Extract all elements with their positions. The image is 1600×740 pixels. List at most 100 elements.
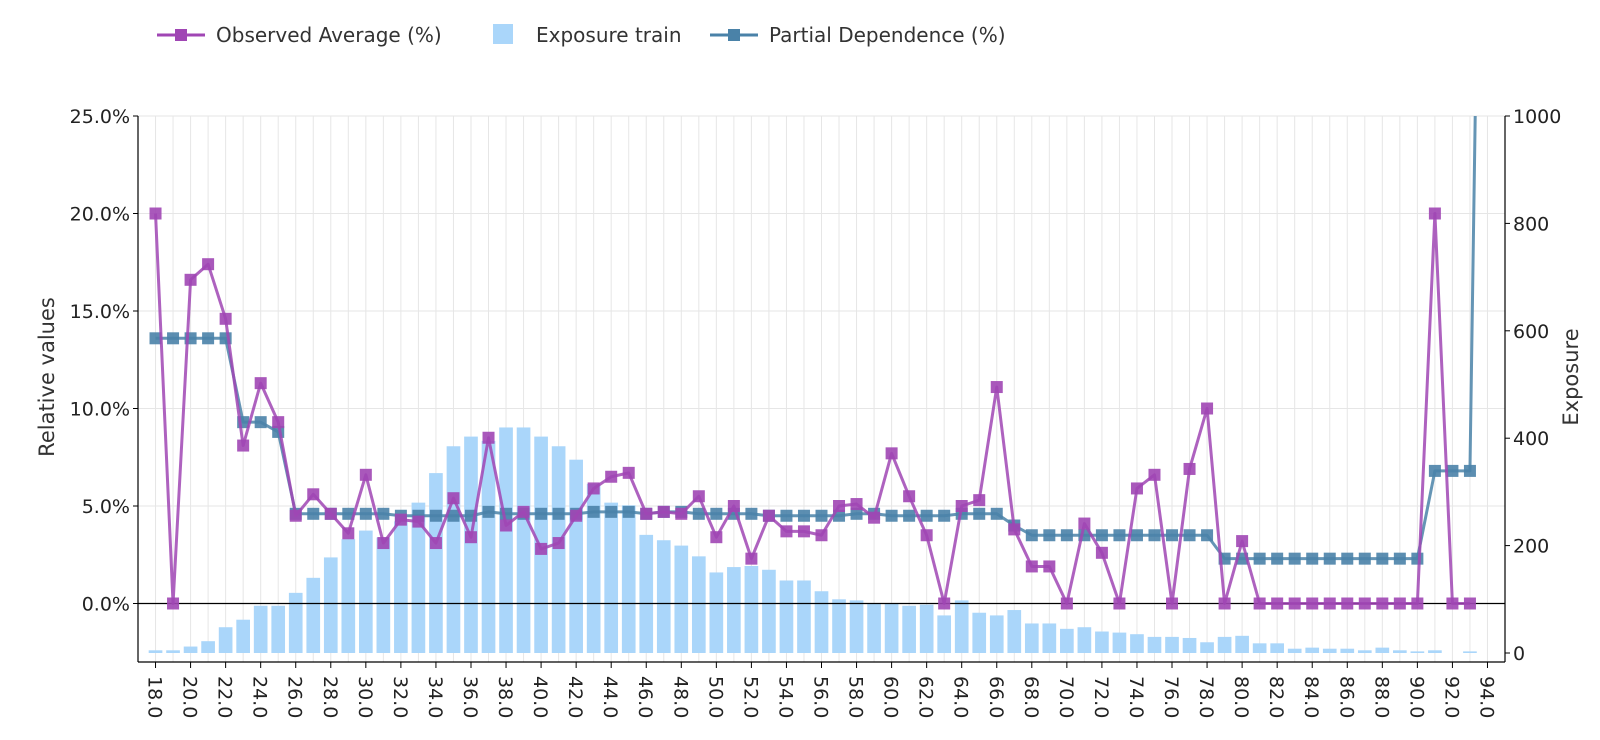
exposure-bar	[867, 603, 881, 653]
partial-dependence-marker	[359, 507, 372, 520]
observed-average-marker	[955, 500, 968, 512]
exposure-bar	[989, 615, 1004, 653]
exposure-bar	[937, 615, 952, 653]
legend[interactable]: Observed Average (%) Exposure train Part…	[157, 23, 1006, 47]
exposure-bars	[148, 427, 1477, 653]
x-tick-label: 52.0	[739, 676, 761, 718]
exposure-bar	[1287, 648, 1302, 653]
observed-average-marker	[1411, 597, 1424, 610]
observed-average-marker	[692, 490, 705, 503]
exposure-bar	[762, 569, 776, 653]
x-tick-label: 18.0	[144, 676, 166, 718]
partial-dependence-marker	[535, 507, 548, 520]
exposure-bar	[464, 436, 478, 653]
observed-average-marker	[482, 431, 495, 444]
observed-average-marker	[657, 505, 670, 518]
x-tick-label: 90.0	[1405, 676, 1427, 718]
x-tick-label: 56.0	[810, 676, 832, 718]
observed-average-marker	[324, 507, 337, 520]
exposure-bar	[1252, 643, 1267, 653]
observed-average-marker	[1446, 597, 1459, 610]
observed-average-marker	[202, 258, 215, 271]
exposure-bar	[271, 605, 286, 653]
x-tick-label: 68.0	[1020, 676, 1042, 718]
observed-average-marker	[797, 525, 810, 538]
partial-dependence-marker	[1428, 464, 1441, 477]
partial-dependence-marker	[1253, 552, 1266, 565]
observed-average-marker	[289, 509, 302, 522]
partial-dependence-marker	[1306, 552, 1319, 565]
exposure-bar	[1060, 628, 1074, 653]
partial-dependence-marker	[342, 507, 355, 520]
legend-exposure-swatch	[493, 24, 513, 44]
observed-average-marker	[1218, 597, 1231, 610]
observed-average-marker	[780, 525, 793, 538]
partial-dependence-marker	[1025, 529, 1038, 542]
legend-observed-marker	[175, 29, 187, 41]
observed-average-marker	[1060, 597, 1073, 610]
observed-average-marker	[1271, 597, 1284, 610]
x-tick-label: 86.0	[1335, 676, 1357, 718]
exposure-bar	[1322, 648, 1337, 653]
x-tick-label: 82.0	[1265, 676, 1287, 718]
exposure-bar	[1147, 636, 1162, 653]
x-tick-label: 62.0	[915, 676, 937, 718]
x-tick-label: 94.0	[1475, 676, 1497, 718]
exposure-bar	[884, 603, 899, 653]
exposure-bar	[394, 521, 408, 653]
exposure-bar	[1007, 610, 1022, 653]
exposure-bar	[639, 534, 654, 653]
observed-average-marker	[359, 468, 372, 481]
x-tick-label: 54.0	[774, 676, 796, 718]
partial-dependence-marker	[938, 509, 951, 522]
exposure-bar	[1024, 623, 1039, 653]
y-right-tick-label: 400	[1513, 428, 1549, 450]
x-tick-label: 42.0	[564, 676, 586, 718]
partial-dependence-marker	[1411, 552, 1424, 565]
observed-average-marker	[307, 488, 320, 501]
x-tick-label: 30.0	[354, 676, 376, 718]
x-tick-label: 66.0	[985, 676, 1007, 718]
partial-dependence-marker	[622, 505, 635, 518]
x-tick-label: 80.0	[1230, 676, 1252, 718]
observed-average-marker	[1236, 535, 1249, 548]
y-axis-left-title: Relative values	[35, 297, 59, 457]
observed-average-marker	[1166, 597, 1179, 610]
y-right-tick-label: 800	[1513, 213, 1549, 235]
exposure-bar	[604, 502, 619, 653]
x-tick-label: 26.0	[284, 676, 306, 718]
partial-dependence-marker	[920, 509, 933, 522]
partial-dependence-marker	[605, 505, 618, 518]
x-tick-label: 84.0	[1300, 676, 1322, 718]
observed-average-marker	[1201, 402, 1214, 415]
exposure-bar	[341, 539, 356, 653]
observed-average-marker	[1306, 597, 1319, 610]
exposure-bar	[166, 650, 180, 653]
partial-dependence-marker	[1166, 529, 1179, 542]
legend-item-observed[interactable]: Observed Average (%)	[157, 23, 442, 47]
observed-average-marker	[237, 439, 250, 452]
observed-average-marker	[219, 312, 232, 325]
partial-dependence-marker	[1130, 529, 1143, 542]
partial-dependence-marker	[202, 332, 215, 345]
partial-dependence-marker	[710, 507, 723, 520]
observed-average-marker	[762, 509, 775, 522]
observed-average-marker	[1463, 597, 1476, 610]
partial-dependence-marker	[447, 509, 460, 522]
observed-average-marker	[1183, 462, 1196, 475]
exposure-bar	[218, 627, 233, 653]
legend-item-exposure[interactable]: Exposure train	[493, 23, 682, 47]
observed-average-marker	[464, 531, 477, 544]
exposure-bar	[306, 577, 321, 653]
exposure-bar	[201, 641, 215, 653]
y-left-tick-label: 5.0%	[82, 496, 130, 518]
exposure-bar	[832, 599, 846, 653]
exposure-bar	[323, 557, 338, 653]
observed-average-marker	[903, 490, 916, 503]
partial-dependence-marker	[1113, 529, 1126, 542]
legend-partial-marker	[728, 29, 740, 41]
exposure-bar	[551, 446, 566, 653]
x-tick-label: 60.0	[880, 676, 902, 718]
legend-item-partial[interactable]: Partial Dependence (%)	[710, 23, 1006, 47]
observed-average-marker	[675, 507, 688, 520]
